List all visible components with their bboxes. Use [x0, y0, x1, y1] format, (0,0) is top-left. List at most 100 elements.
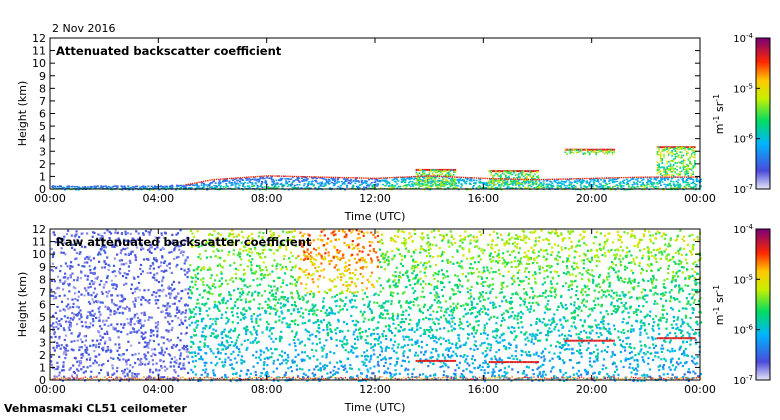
- raw-backscatter-pixel: [280, 355, 284, 358]
- boundary-layer-mark: [649, 176, 651, 178]
- raw-backscatter-pixel: [70, 374, 73, 377]
- cloud-pixel: [422, 185, 424, 187]
- raw-backscatter-pixel: [162, 276, 165, 279]
- raw-backscatter-pixel: [87, 286, 90, 289]
- backscatter-pixel: [386, 182, 389, 184]
- boundary-layer-mark: [666, 176, 668, 178]
- raw-backscatter-pixel: [245, 333, 248, 336]
- raw-backscatter-pixel: [110, 323, 113, 326]
- raw-backscatter-pixel: [311, 263, 314, 266]
- cloud-pixel: [668, 161, 670, 163]
- backscatter-pixel: [536, 187, 539, 189]
- raw-backscatter-pixel: [223, 259, 226, 262]
- raw-backscatter-pixel: [283, 351, 286, 354]
- raw-backscatter-pixel: [158, 236, 161, 239]
- raw-backscatter-pixel: [218, 357, 221, 360]
- backscatter-pixel: [305, 178, 308, 180]
- raw-backscatter-pixel: [258, 292, 261, 295]
- raw-backscatter-pixel: [318, 253, 322, 256]
- backscatter-pixel: [253, 179, 256, 181]
- backscatter-pixel: [596, 179, 599, 182]
- raw-backscatter-pixel: [84, 274, 87, 277]
- cloud-pixel: [669, 147, 672, 149]
- cloud-pixel: [501, 182, 504, 185]
- cloud-pixel: [509, 181, 512, 184]
- backscatter-pixel: [184, 185, 187, 187]
- backscatter-pixel: [242, 189, 244, 191]
- cloud-pixel: [423, 182, 426, 184]
- cloud-top-mark: [605, 148, 607, 151]
- backscatter-pixel: [550, 184, 553, 187]
- cloud-top-mark: [524, 170, 527, 173]
- raw-backscatter-pixel: [314, 266, 317, 269]
- cloud-pixel: [572, 152, 575, 154]
- backscatter-pixel: [472, 179, 475, 182]
- backscatter-pixel: [302, 184, 305, 187]
- raw-backscatter-pixel: [168, 340, 171, 343]
- backscatter-pixel: [393, 178, 395, 180]
- raw-backscatter-pixel: [80, 346, 83, 349]
- boundary-layer-mark: [343, 176, 345, 179]
- backscatter-pixel: [67, 185, 70, 187]
- x-tick-label: 16:00: [467, 192, 499, 205]
- boundary-layer-mark: [194, 182, 196, 184]
- raw-backscatter-pixel: [122, 263, 125, 266]
- raw-backscatter-pixel: [274, 337, 278, 340]
- raw-backscatter-pixel: [116, 294, 119, 297]
- raw-backscatter-pixel: [168, 292, 171, 295]
- raw-backscatter-pixel: [126, 273, 129, 276]
- raw-backscatter-pixel: [247, 300, 250, 304]
- cloud-pixel: [664, 147, 667, 149]
- backscatter-pixel: [409, 185, 412, 188]
- raw-backscatter-pixel: [222, 330, 225, 333]
- raw-backscatter-pixel: [192, 235, 195, 238]
- cloud-top-mark: [423, 168, 426, 171]
- raw-backscatter-pixel: [60, 247, 63, 250]
- boundary-layer-mark: [241, 176, 244, 179]
- raw-backscatter-pixel: [283, 373, 286, 377]
- backscatter-pixel: [475, 187, 478, 189]
- raw-backscatter-pixel: [226, 299, 229, 303]
- backscatter-pixel: [223, 179, 226, 181]
- raw-backscatter-pixel: [155, 291, 158, 294]
- raw-backscatter-pixel: [217, 232, 220, 235]
- cloud-pixel: [511, 173, 514, 176]
- raw-backscatter-pixel: [190, 315, 193, 318]
- cloud-pixel: [435, 177, 437, 179]
- raw-backscatter-pixel: [319, 234, 322, 237]
- raw-backscatter-pixel: [106, 371, 109, 375]
- raw-backscatter-pixel: [116, 231, 119, 234]
- backscatter-pixel: [408, 181, 410, 184]
- raw-backscatter-pixel: [72, 306, 75, 309]
- cloud-pixel: [441, 181, 444, 184]
- cloud-pixel: [522, 180, 525, 182]
- backscatter-pixel: [222, 179, 225, 182]
- raw-backscatter-pixel: [56, 344, 59, 348]
- backscatter-pixel: [679, 183, 682, 185]
- raw-backscatter-pixel: [228, 331, 231, 334]
- boundary-layer-mark: [588, 177, 590, 180]
- raw-backscatter-pixel: [116, 366, 119, 370]
- cloud-top-mark: [663, 146, 665, 149]
- boundary-layer-mark: [662, 176, 664, 178]
- backscatter-pixel: [201, 187, 204, 190]
- cloud-pixel: [684, 168, 686, 171]
- raw-backscatter-pixel: [76, 299, 79, 302]
- raw-backscatter-pixel: [260, 256, 263, 260]
- raw-backscatter-pixel: [95, 277, 99, 280]
- boundary-layer-mark: [365, 177, 367, 179]
- raw-backscatter-pixel: [124, 233, 127, 236]
- raw-backscatter-pixel: [220, 343, 224, 346]
- raw-backscatter-pixel: [101, 266, 104, 269]
- cloud-pixel: [676, 169, 678, 171]
- cloud-pixel: [689, 168, 691, 171]
- backscatter-pixel: [484, 183, 487, 186]
- boundary-layer-mark: [228, 177, 231, 180]
- cloud-pixel: [537, 176, 540, 179]
- cloud-pixel: [593, 149, 596, 152]
- backscatter-features-1: [185, 146, 701, 187]
- backscatter-pixel: [646, 181, 648, 184]
- cloud-pixel: [674, 157, 677, 160]
- raw-backscatter-pixel: [153, 258, 156, 261]
- raw-backscatter-pixel: [63, 241, 66, 244]
